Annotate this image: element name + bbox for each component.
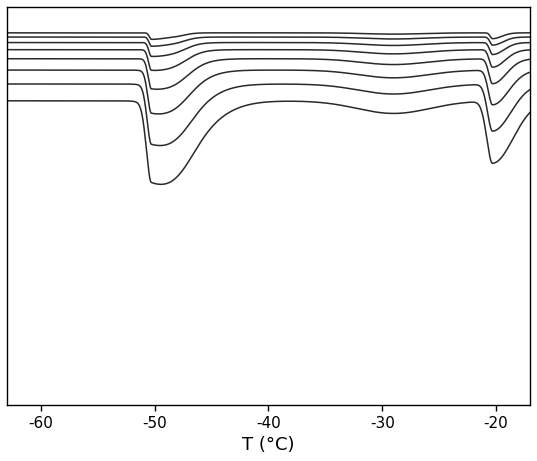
X-axis label: T (°C): T (°C) — [242, 436, 295, 454]
